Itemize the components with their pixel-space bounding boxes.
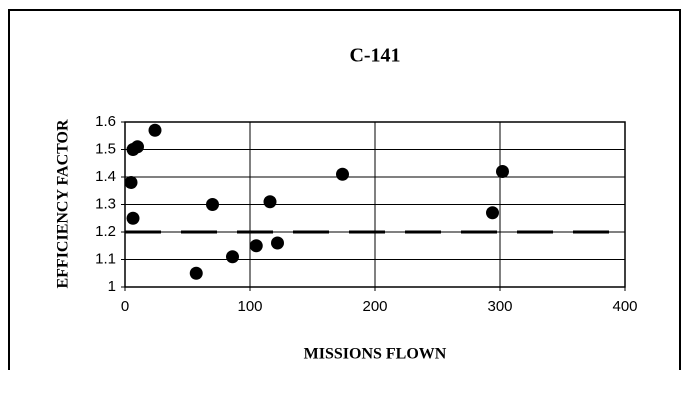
- point: [189, 266, 203, 280]
- point: [263, 195, 277, 209]
- x-tick-label: 300: [487, 298, 512, 315]
- x-tick-label: 0: [121, 298, 129, 315]
- frame: [8, 9, 681, 370]
- point: [271, 236, 284, 250]
- chart-title: C-141: [349, 45, 400, 67]
- x-axis-label: MISSIONS FLOWN: [304, 346, 447, 363]
- point: [148, 123, 162, 137]
- y-tick-label: 1.6: [95, 113, 116, 130]
- y-axis-label: EFFICIENCY FACTOR: [55, 119, 72, 288]
- point: [206, 198, 219, 211]
- x-tick-label: 100: [237, 298, 262, 315]
- y-tick-label: 1.5: [95, 140, 116, 157]
- y-tick-label: 1.4: [95, 168, 116, 185]
- plot-border: [124, 121, 626, 288]
- y-tick-label: 1.1: [95, 250, 116, 267]
- x-tick-label: 200: [362, 298, 387, 315]
- point: [226, 250, 239, 264]
- point: [131, 140, 144, 154]
- point: [336, 167, 349, 181]
- x-tick-label: 400: [612, 298, 637, 315]
- y-tick-label: 1: [108, 278, 116, 295]
- point: [496, 165, 509, 178]
- point: [126, 211, 140, 225]
- point: [486, 206, 499, 220]
- y-tick-label: 1.2: [95, 223, 116, 240]
- point: [124, 176, 138, 189]
- point: [249, 239, 263, 253]
- y-tick-label: 1.3: [95, 195, 116, 212]
